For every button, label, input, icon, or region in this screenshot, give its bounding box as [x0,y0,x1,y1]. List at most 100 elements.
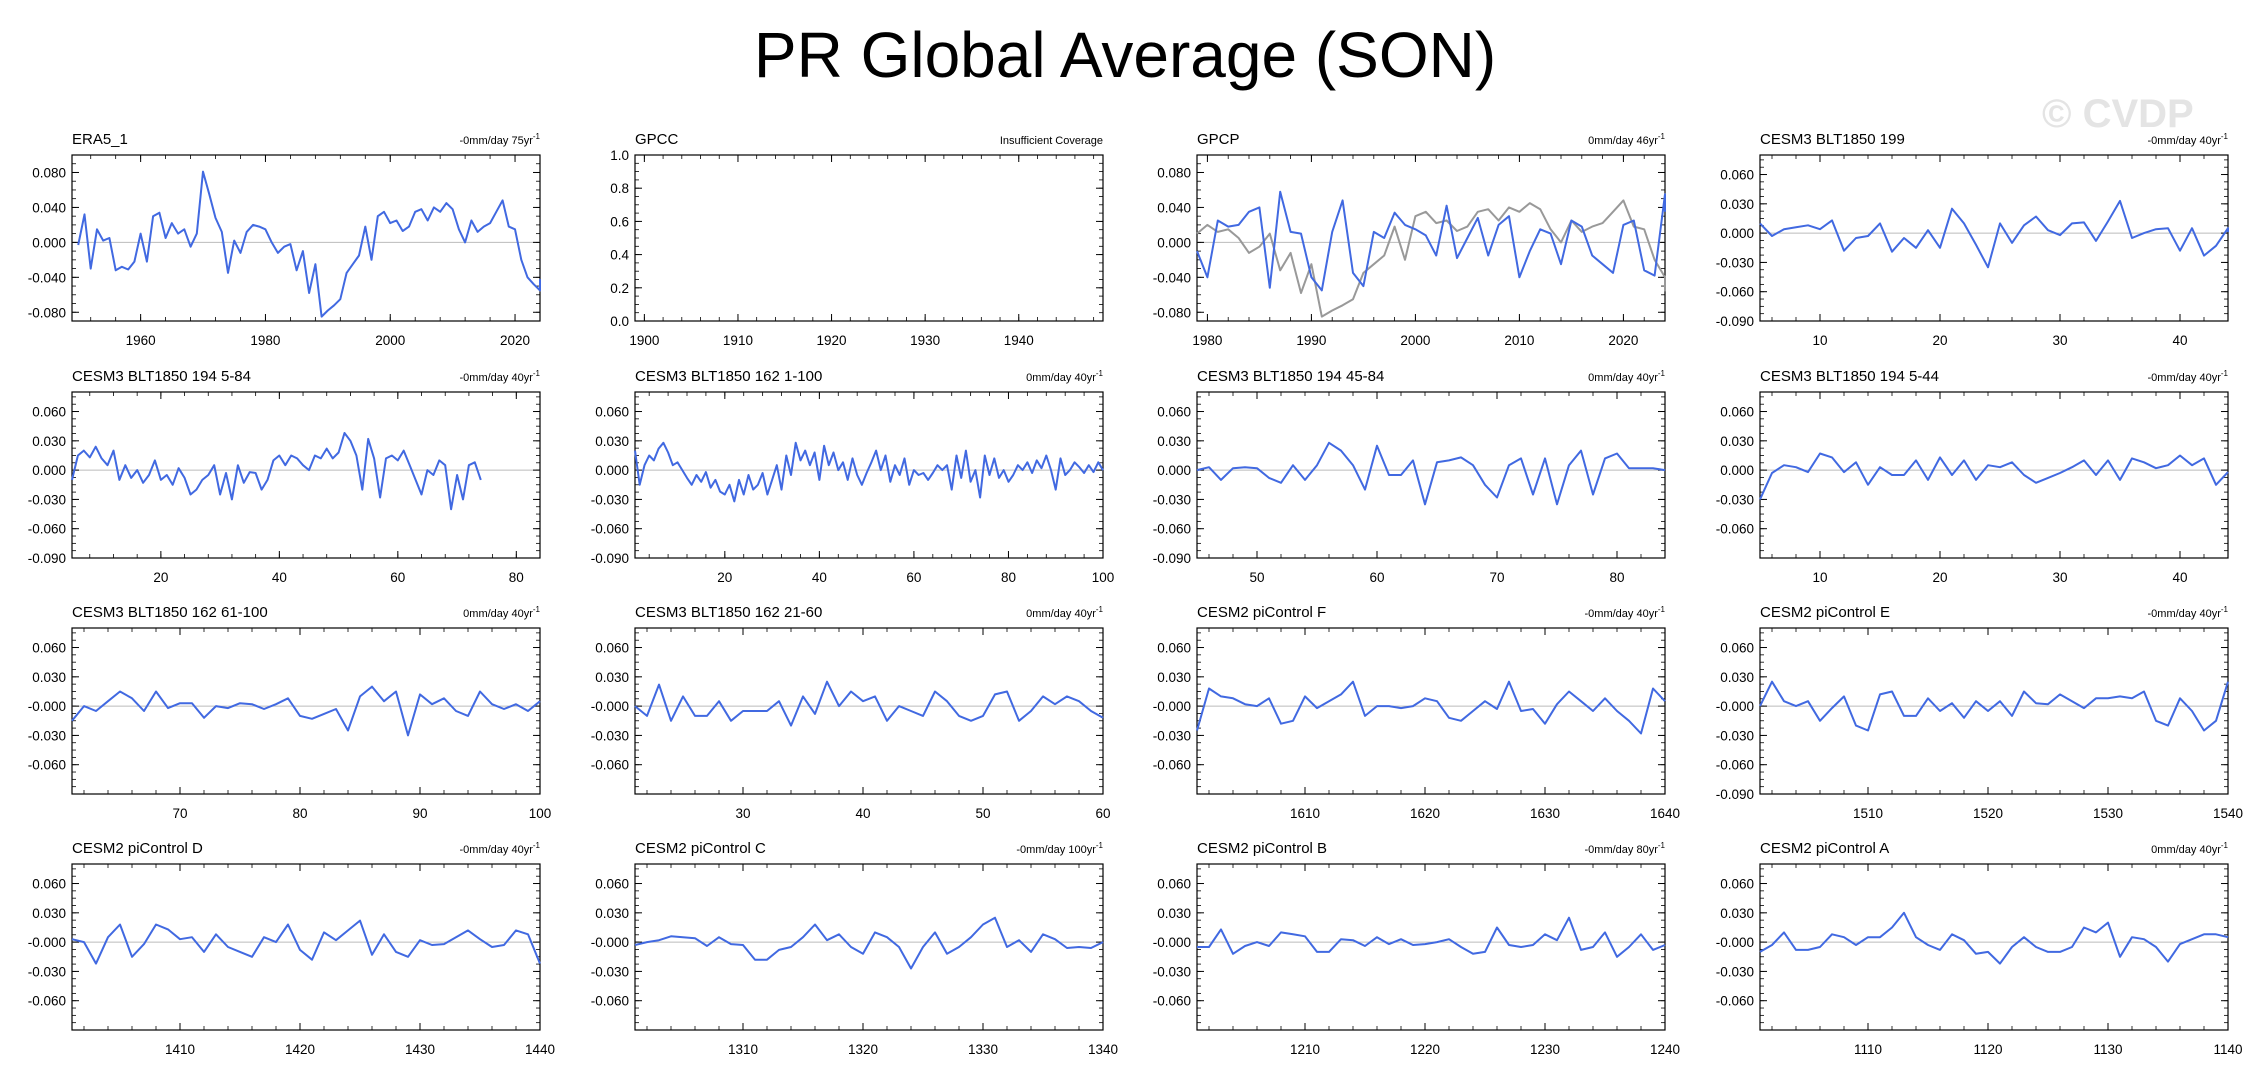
series-line-1 [1759,199,2229,269]
y-tick-label: -0.060 [1716,522,1754,537]
x-tick-label: 80 [1609,570,1624,585]
y-tick-label: 0.030 [1720,434,1754,449]
y-tick-label: 0.080 [1157,165,1191,180]
annotation-exponent: -1 [533,605,541,614]
panel-title: CESM3 BLT1850 199 [1760,131,1905,148]
y-tick-label: -0.000 [591,935,629,950]
y-tick-label: -0.000 [1153,699,1191,714]
y-tick-label: -0.040 [28,270,66,285]
y-tick-label: -0.060 [28,758,66,773]
x-tick-label: 50 [975,806,990,821]
panel-title: CESM2 piControl F [1197,604,1326,621]
annotation-exponent: -1 [1096,841,1104,850]
y-tick-label: -0.040 [1153,270,1191,285]
panel-title: GPCC [635,131,679,148]
x-tick-label: 1530 [2093,806,2123,821]
x-tick-label: 1920 [817,333,847,348]
panel-frame [634,627,1104,795]
x-tick-label: 1330 [968,1042,998,1057]
y-tick-label: -0.060 [1153,522,1191,537]
y-tick-label: 0.060 [32,641,66,656]
x-tick-label: 1910 [723,333,753,348]
x-tick-label: 2000 [1400,333,1430,348]
x-tick-label: 1110 [1854,1042,1882,1057]
y-tick-label: -0.060 [28,522,66,537]
x-tick-label: 30 [735,806,750,821]
x-tick-label: 50 [1249,570,1264,585]
y-tick-label: 0.000 [1720,463,1754,478]
y-tick-label: -0.030 [591,492,629,507]
y-tick-label: 0.030 [1720,197,1754,212]
panel-frame [1196,391,1666,559]
annotation-exponent: -1 [533,369,541,378]
y-tick-label: 0.030 [1720,906,1754,921]
x-tick-label: 1980 [1192,333,1222,348]
y-tick-label: 0.000 [1720,226,1754,241]
x-tick-label: 1620 [1410,806,1440,821]
y-tick-label: -0.030 [28,492,66,507]
y-tick-label: 0.6 [610,214,629,229]
y-tick-label: 0.030 [595,670,629,685]
x-tick-label: 70 [172,806,187,821]
x-tick-label: 30 [2052,570,2067,585]
panel-frame [71,154,541,322]
annotation-exponent: -1 [533,841,541,850]
x-tick-label: 2000 [375,333,405,348]
x-tick-label: 40 [855,806,870,821]
y-tick-label: 0.060 [595,641,629,656]
panel-14: CESM2 piControl C -0mm/day 100yr-1 0.060 0.… [591,840,1118,1057]
y-tick-label: 0.000 [32,235,66,250]
panel-frame [1196,863,1666,1031]
y-tick-label: -0.000 [591,699,629,714]
x-tick-label: 10 [1812,570,1827,585]
y-tick-label: 0.080 [32,165,66,180]
x-tick-label: 60 [390,570,405,585]
series-line-1 [71,919,541,965]
panel-frame [71,863,541,1031]
y-tick-label: 0.4 [610,248,629,263]
y-tick-label: 0.060 [1720,877,1754,892]
panel-annotation: -0mm/day 40yr-1 [460,369,541,384]
y-tick-label: 0.030 [1157,670,1191,685]
panel-12: CESM2 piControl E -0mm/day 40yr-1 0.060 0.0… [1716,604,2243,821]
panel-title: CESM3 BLT1850 162 21-60 [635,604,822,621]
x-tick-label: 1960 [126,333,156,348]
series-line-1 [1759,452,2229,500]
panel-4: CESM3 BLT1850 199 -0mm/day 40yr-1 0.060 0.0… [1716,131,2229,348]
y-tick-label: -0.060 [591,994,629,1009]
y-tick-label: 0.030 [1720,670,1754,685]
series-line-1 [1759,680,2229,732]
panel-annotation: Insufficient Coverage [1000,135,1103,147]
annotation-exponent: -1 [1658,132,1666,141]
y-tick-label: 0.060 [32,877,66,892]
x-tick-label: 60 [1369,570,1384,585]
x-tick-label: 1430 [405,1042,435,1057]
x-tick-label: 1440 [525,1042,555,1057]
panel-annotation: 0mm/day 40yr-1 [2151,841,2228,856]
x-tick-label: 20 [1932,333,1947,348]
y-tick-label: -0.080 [1153,305,1191,320]
series-line-2 [1196,190,1666,292]
y-tick-label: -0.030 [1716,492,1754,507]
x-tick-label: 40 [2172,333,2187,348]
annotation-exponent: -1 [2221,605,2229,614]
y-tick-label: 0.030 [32,906,66,921]
y-tick-label: 0.8 [610,181,629,196]
x-tick-label: 1630 [1530,806,1560,821]
panel-title: CESM2 piControl E [1760,604,1890,621]
y-tick-label: -0.060 [28,994,66,1009]
y-tick-label: 1.0 [610,148,629,163]
panel-frame [1759,154,2229,322]
y-tick-label: -0.060 [1716,994,1754,1009]
y-tick-label: -0.060 [1153,758,1191,773]
panel-title: CESM3 BLT1850 194 5-84 [72,368,251,385]
panel-title: ERA5_1 [72,131,128,148]
y-tick-label: -0.030 [1153,964,1191,979]
panel-annotation: -0mm/day 80yr-1 [1585,841,1666,856]
panel-title: CESM3 BLT1850 194 5-44 [1760,368,1939,385]
panel-annotation: -0mm/day 40yr-1 [460,841,541,856]
y-tick-label: 0.000 [1157,235,1191,250]
annotation-exponent: -1 [1658,841,1666,850]
series-line-1 [634,441,1104,503]
annotation-exponent: -1 [1096,605,1104,614]
